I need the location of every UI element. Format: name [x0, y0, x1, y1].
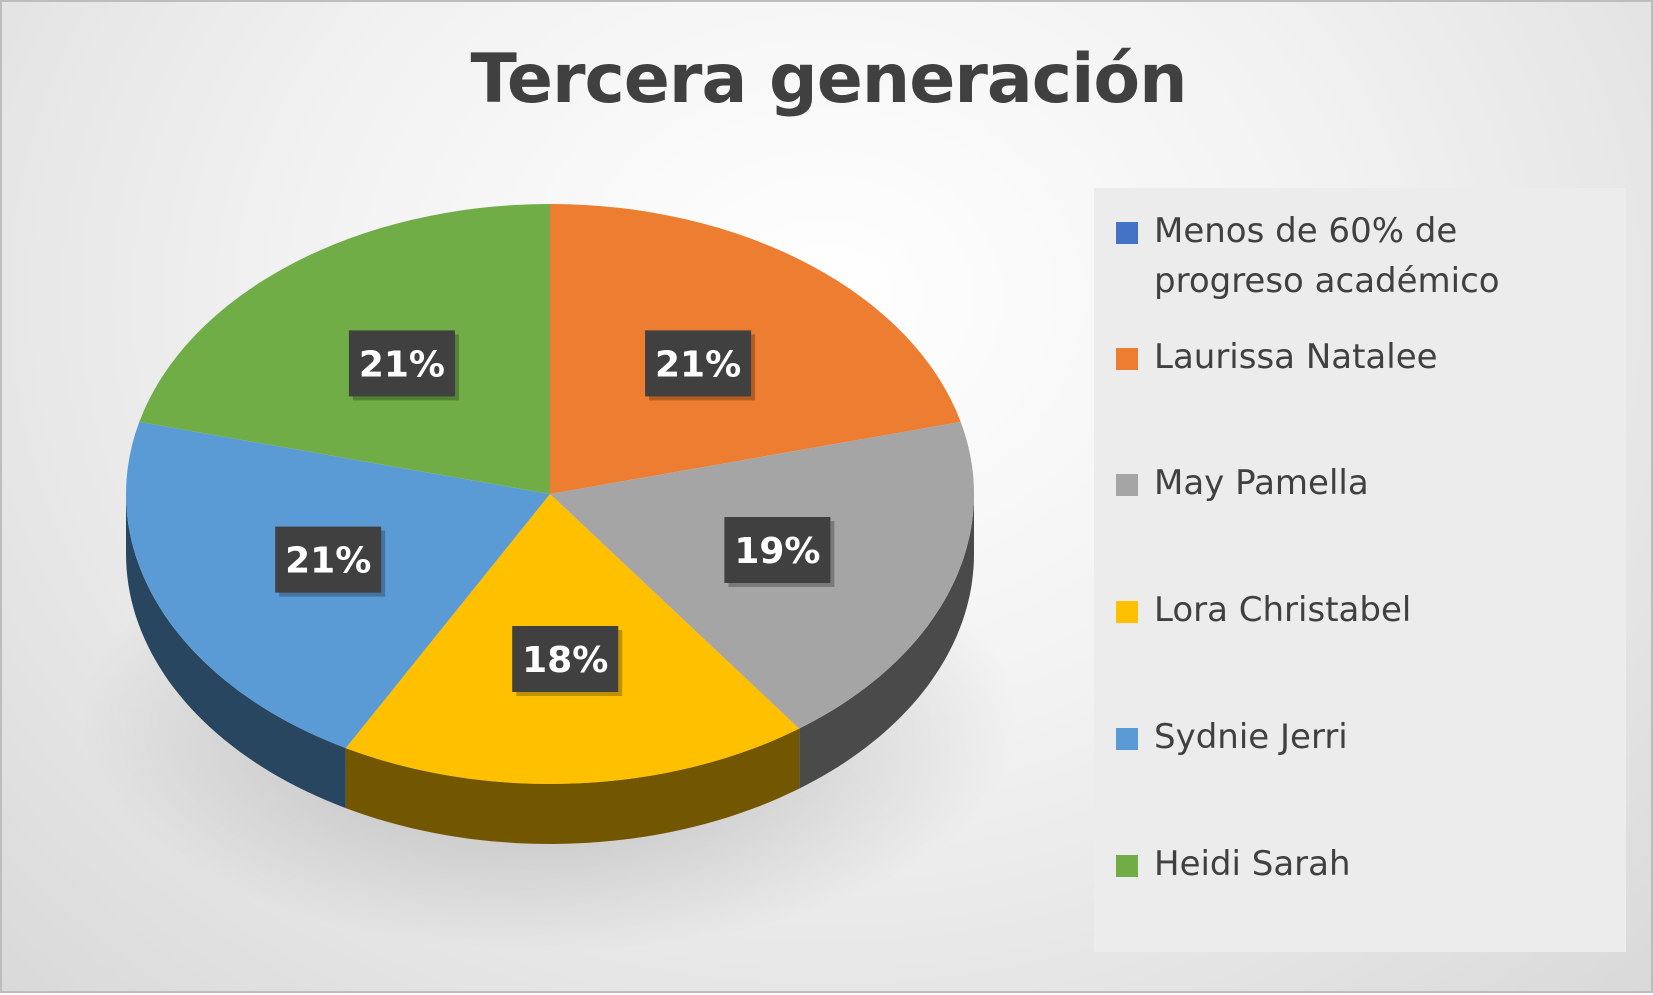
data-label-may-pamella: 19%	[724, 517, 835, 587]
legend-label: Heidi Sarah	[1154, 844, 1351, 884]
legend-label: Lora Christabel	[1154, 590, 1412, 630]
pie-side-may-pamella	[799, 494, 974, 789]
svg-text:21%: 21%	[285, 541, 371, 582]
legend-swatch	[1116, 222, 1138, 244]
pie-sides	[126, 494, 974, 844]
chart-title: Tercera generación	[470, 40, 1187, 119]
legend-swatch	[1116, 728, 1138, 750]
legend-label: May Pamella	[1154, 463, 1369, 503]
svg-text:18%: 18%	[522, 640, 608, 681]
legend-label: Menos de 60% de progreso académico	[1154, 211, 1500, 301]
legend-swatch	[1116, 855, 1138, 877]
legend-swatch	[1116, 601, 1138, 623]
data-label-sydnie-jerri: 21%	[275, 526, 386, 597]
data-label-laurissa-natalee: 21%	[645, 330, 756, 401]
data-label-heidi-sarah: 21%	[348, 330, 459, 401]
pie-side-lora-christabel	[345, 728, 800, 844]
data-label-lora-christabel: 18%	[512, 626, 623, 696]
svg-text:19%: 19%	[734, 531, 820, 572]
legend-label: Sydnie Jerri	[1154, 717, 1348, 757]
pie-top	[125, 203, 975, 784]
pie-data-labels: 21% 19% 18% 21% 21%	[275, 330, 835, 696]
pie-slice-laurissa-natalee	[550, 203, 961, 494]
pie-slice-heidi-sarah	[139, 203, 551, 494]
legend-label: Laurissa Natalee	[1154, 337, 1438, 377]
legend-swatch	[1116, 348, 1138, 370]
legend: Menos de 60% de progreso académico Lauris…	[1094, 188, 1626, 952]
legend-swatch	[1116, 474, 1138, 496]
svg-text:21%: 21%	[655, 344, 741, 385]
svg-text:21%: 21%	[359, 344, 445, 385]
pie-side-sydnie-jerri	[126, 494, 346, 809]
